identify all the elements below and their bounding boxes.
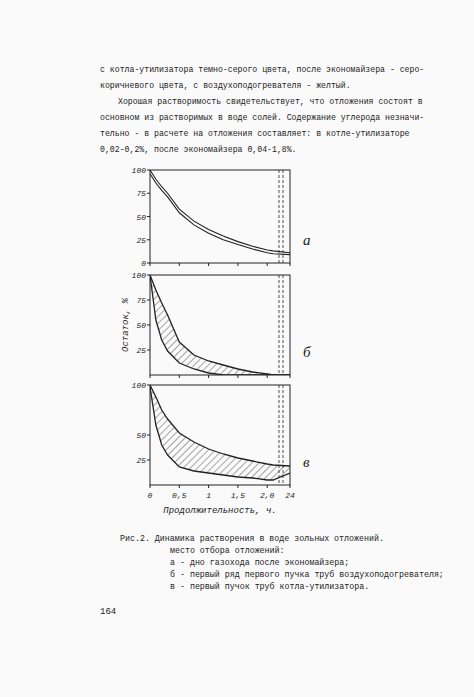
y-tick <box>147 275 150 276</box>
y-tick-label: 25 <box>136 236 146 245</box>
caption-line: б - первый ряд первого пучка труб воздух… <box>170 570 444 579</box>
x-tick <box>179 263 180 266</box>
x-tick <box>290 263 291 266</box>
subplot: 25 50 100 0 0,5 1 1,5 2,0 24 в Продолжительность, … <box>132 381 310 516</box>
y-tick-label: 100 <box>132 381 147 390</box>
y-tick <box>147 216 150 217</box>
y-tick-label: 50 <box>136 431 146 440</box>
x-tick <box>237 375 238 378</box>
band-hatch <box>150 275 290 375</box>
x-tick <box>290 485 291 488</box>
y-tick-label: 75 <box>136 189 146 198</box>
frame <box>150 170 290 263</box>
body-text: Хорошая растворимость свидетельствует, ч… <box>118 97 423 106</box>
x-tick <box>267 485 268 488</box>
x-tick <box>208 485 209 488</box>
y-tick <box>147 300 150 301</box>
x-tick <box>290 375 291 378</box>
curve <box>150 385 290 466</box>
y-tick <box>147 385 150 386</box>
subplot: 25 50 75 100 б Остаток, % <box>121 271 311 378</box>
page-number: 164 <box>100 607 116 617</box>
y-tick-label: 25 <box>136 346 146 355</box>
curve <box>150 174 290 255</box>
curve <box>150 275 290 375</box>
x-tick-label: 2,0 <box>260 491 275 500</box>
subplot: 0 25 50 75 100 а <box>132 166 311 268</box>
y-tick-label: 25 <box>136 456 146 465</box>
body-text: тельно - в расчете на отложения составля… <box>100 129 410 138</box>
caption-line: место отбора отложений: <box>170 546 285 555</box>
axis-break <box>283 170 284 263</box>
x-tick <box>237 263 238 266</box>
x-tick-label: 1 <box>206 491 211 500</box>
x-axis-label: Продолжительность, ч. <box>163 506 276 516</box>
band-hatch <box>150 385 290 480</box>
y-tick <box>147 325 150 326</box>
panel-label: а <box>303 232 311 248</box>
plot-area <box>150 385 290 480</box>
x-tick <box>208 375 209 378</box>
plot-area <box>150 170 290 255</box>
x-tick <box>208 263 209 266</box>
y-tick-label: 100 <box>132 271 147 280</box>
curve <box>150 387 290 480</box>
x-tick <box>179 375 180 378</box>
x-tick <box>150 375 151 378</box>
x-tick <box>150 485 151 488</box>
panel-label: б <box>303 344 311 360</box>
body-text: 0,02-0,2%, после экономайзера 0,04-1,8%. <box>100 145 297 154</box>
y-tick-label: 50 <box>136 213 146 222</box>
y-tick <box>147 435 150 436</box>
panel-label: в <box>303 454 310 470</box>
x-tick <box>267 375 268 378</box>
body-text: коричневого цвета, с воздухоподогревател… <box>100 81 351 90</box>
body-text: основном из растворимых в воде солей. Со… <box>100 113 424 122</box>
x-tick-label: 1,5 <box>231 491 246 500</box>
y-tick <box>147 350 150 351</box>
y-tick <box>147 239 150 240</box>
frame <box>150 385 290 485</box>
y-tick-label: 75 <box>136 296 146 305</box>
curve <box>150 170 290 253</box>
x-tick-label: 24 <box>285 491 295 500</box>
plot-area <box>150 275 290 375</box>
x-tick <box>179 485 180 488</box>
caption-line: в - первый пучок труб котла-утилизатора. <box>170 582 369 591</box>
x-tick-label: 0 <box>148 491 153 500</box>
caption-title: Рис.2. Динамика растворения в воде зольн… <box>120 534 384 543</box>
page: с котла-утилизатора темно-серого цвета, … <box>0 0 474 697</box>
x-tick <box>237 485 238 488</box>
y-axis-label: Остаток, % <box>121 297 131 352</box>
x-tick <box>267 263 268 266</box>
x-tick <box>150 263 151 266</box>
axis-break <box>279 275 280 375</box>
curve <box>150 275 290 375</box>
axis-break <box>283 275 284 375</box>
background <box>0 0 474 697</box>
y-tick-label: 50 <box>136 321 146 330</box>
y-tick-label: 100 <box>132 166 147 175</box>
x-tick-label: 0,5 <box>172 491 187 500</box>
caption-line: а - дно газохода после экономайзера; <box>170 558 349 567</box>
axis-break <box>279 170 280 263</box>
y-tick <box>147 460 150 461</box>
y-tick-label: 0 <box>141 259 146 268</box>
frame <box>150 275 290 375</box>
body-text: с котла-утилизатора темно-серого цвета, … <box>100 65 424 74</box>
y-tick <box>147 170 150 171</box>
y-tick <box>147 193 150 194</box>
